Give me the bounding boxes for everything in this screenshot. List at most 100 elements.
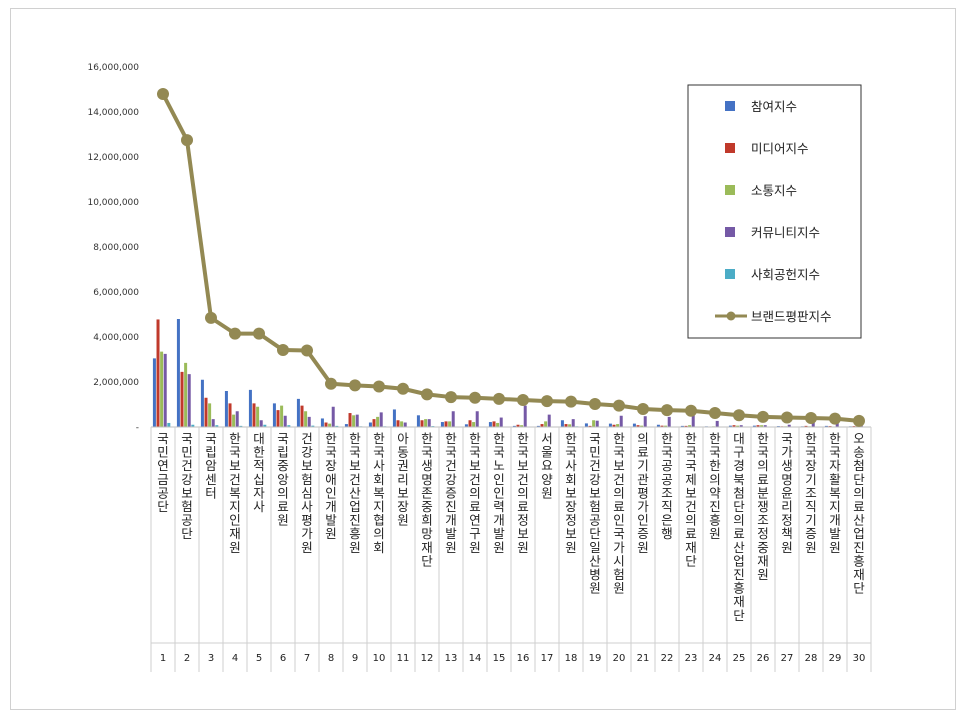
category-label-char: 보 — [229, 458, 241, 473]
rank-label: 25 — [733, 653, 746, 664]
rank-label: 9 — [352, 653, 358, 664]
brand-index-point-26 — [757, 410, 769, 423]
category-label-char: 국 — [349, 445, 361, 460]
category-label-char: 진 — [853, 540, 865, 555]
category-label-char: 중 — [421, 499, 433, 514]
bar-3-cat-3 — [208, 403, 212, 427]
y-tick-label: 8,000,000 — [93, 243, 139, 253]
category-label-char: 원 — [637, 540, 649, 555]
bar-4-cat-13 — [451, 411, 455, 427]
brand-index-point-18 — [565, 395, 577, 408]
brand-index-point-17 — [541, 395, 553, 408]
category-label-char: 앙 — [277, 472, 289, 487]
brand-index-point-7 — [301, 344, 313, 357]
category-label-char: 료 — [469, 499, 481, 514]
legend-label-6: 브랜드평판지수 — [751, 309, 832, 324]
rank-label: 6 — [280, 653, 286, 664]
category-label-char: 개 — [829, 513, 841, 528]
category-label-char: 흥 — [709, 513, 721, 528]
category-label-char: 력 — [493, 499, 505, 514]
category-label-char: 국 — [421, 445, 433, 460]
category-label-char: 진 — [349, 513, 361, 528]
bar-3-cat-25 — [736, 425, 740, 427]
category-label-char: 한 — [661, 431, 673, 446]
bar-1-cat-19 — [584, 423, 588, 427]
bar-3-cat-22 — [664, 425, 668, 427]
category-label-char: 공 — [661, 458, 673, 473]
category-label-char: 장 — [325, 458, 337, 473]
category-label-char: 한 — [829, 431, 841, 446]
bar-5-cat-1 — [167, 422, 171, 427]
category-label-char: 국 — [829, 445, 841, 460]
rank-label: 29 — [829, 653, 842, 664]
category-label-char: 단 — [685, 553, 697, 568]
bar-3-cat-23 — [688, 425, 692, 427]
category-label-char: 한 — [757, 431, 769, 446]
bar-4-cat-17 — [547, 414, 551, 427]
category-label-char: 대 — [253, 431, 265, 446]
category-label-char: 건 — [613, 472, 625, 487]
category-label-char: 조 — [805, 485, 817, 500]
category-label-char: 국 — [589, 431, 601, 446]
bar-2-cat-21 — [636, 425, 640, 427]
category-label-char: 재 — [853, 567, 865, 582]
brand-index-point-23 — [685, 404, 697, 417]
bar-4-cat-1 — [163, 353, 167, 427]
category-label-char: 발 — [325, 513, 337, 528]
bar-4-cat-7 — [307, 416, 311, 427]
bar-3-cat-11 — [400, 421, 404, 427]
brand-index-point-30 — [853, 414, 865, 427]
category-label-char: 국 — [373, 445, 385, 460]
category-label-char: 국 — [685, 458, 697, 473]
category-label-char: 중 — [757, 540, 769, 555]
category-label-char: 의 — [469, 485, 481, 500]
category-label-char: 원 — [229, 540, 241, 555]
category-label-char: 구 — [733, 445, 745, 460]
category-label-char: 보 — [301, 458, 313, 473]
category-label-char: 국 — [277, 431, 289, 446]
category-label-char: 사 — [373, 458, 385, 473]
rank-label: 20 — [613, 653, 626, 664]
bar-4-cat-10 — [379, 412, 383, 427]
category-label-char: 한 — [469, 431, 481, 446]
brand-index-point-25 — [733, 409, 745, 422]
rank-label: 27 — [781, 653, 794, 664]
bar-1-cat-6 — [272, 403, 276, 427]
bar-4-cat-11 — [403, 422, 407, 427]
category-label-char: 기 — [637, 458, 649, 473]
category-label-char: 보 — [589, 485, 601, 500]
category-label-char: 단 — [733, 608, 745, 623]
y-tick-label: 10,000,000 — [87, 198, 139, 208]
bar-3-cat-15 — [496, 422, 500, 427]
y-tick-label: - — [136, 423, 139, 433]
category-label-char: 험 — [613, 567, 625, 582]
bar-4-cat-25 — [739, 425, 743, 427]
bar-1-cat-4 — [224, 391, 228, 427]
brand-index-point-24 — [709, 407, 721, 420]
category-label-char: 평 — [301, 513, 313, 528]
category-label-char: 건 — [349, 472, 361, 487]
category-label-char: 송 — [853, 445, 865, 460]
category-label-char: 강 — [181, 472, 193, 487]
category-label-char: 터 — [205, 485, 217, 500]
y-tick-label: 2,000,000 — [93, 378, 139, 388]
category-label-char: 권 — [397, 458, 409, 473]
category-label-char: 건 — [301, 431, 313, 446]
category-label-char: 책 — [781, 526, 793, 541]
category-label-char: 료 — [733, 526, 745, 541]
brand-index-point-19 — [589, 398, 601, 411]
bar-4-cat-16 — [523, 405, 527, 427]
brand-index-point-1 — [157, 88, 169, 100]
category-label-char: 재 — [229, 526, 241, 541]
category-label-char: 북 — [733, 472, 745, 487]
category-label-char: 한 — [493, 431, 505, 446]
